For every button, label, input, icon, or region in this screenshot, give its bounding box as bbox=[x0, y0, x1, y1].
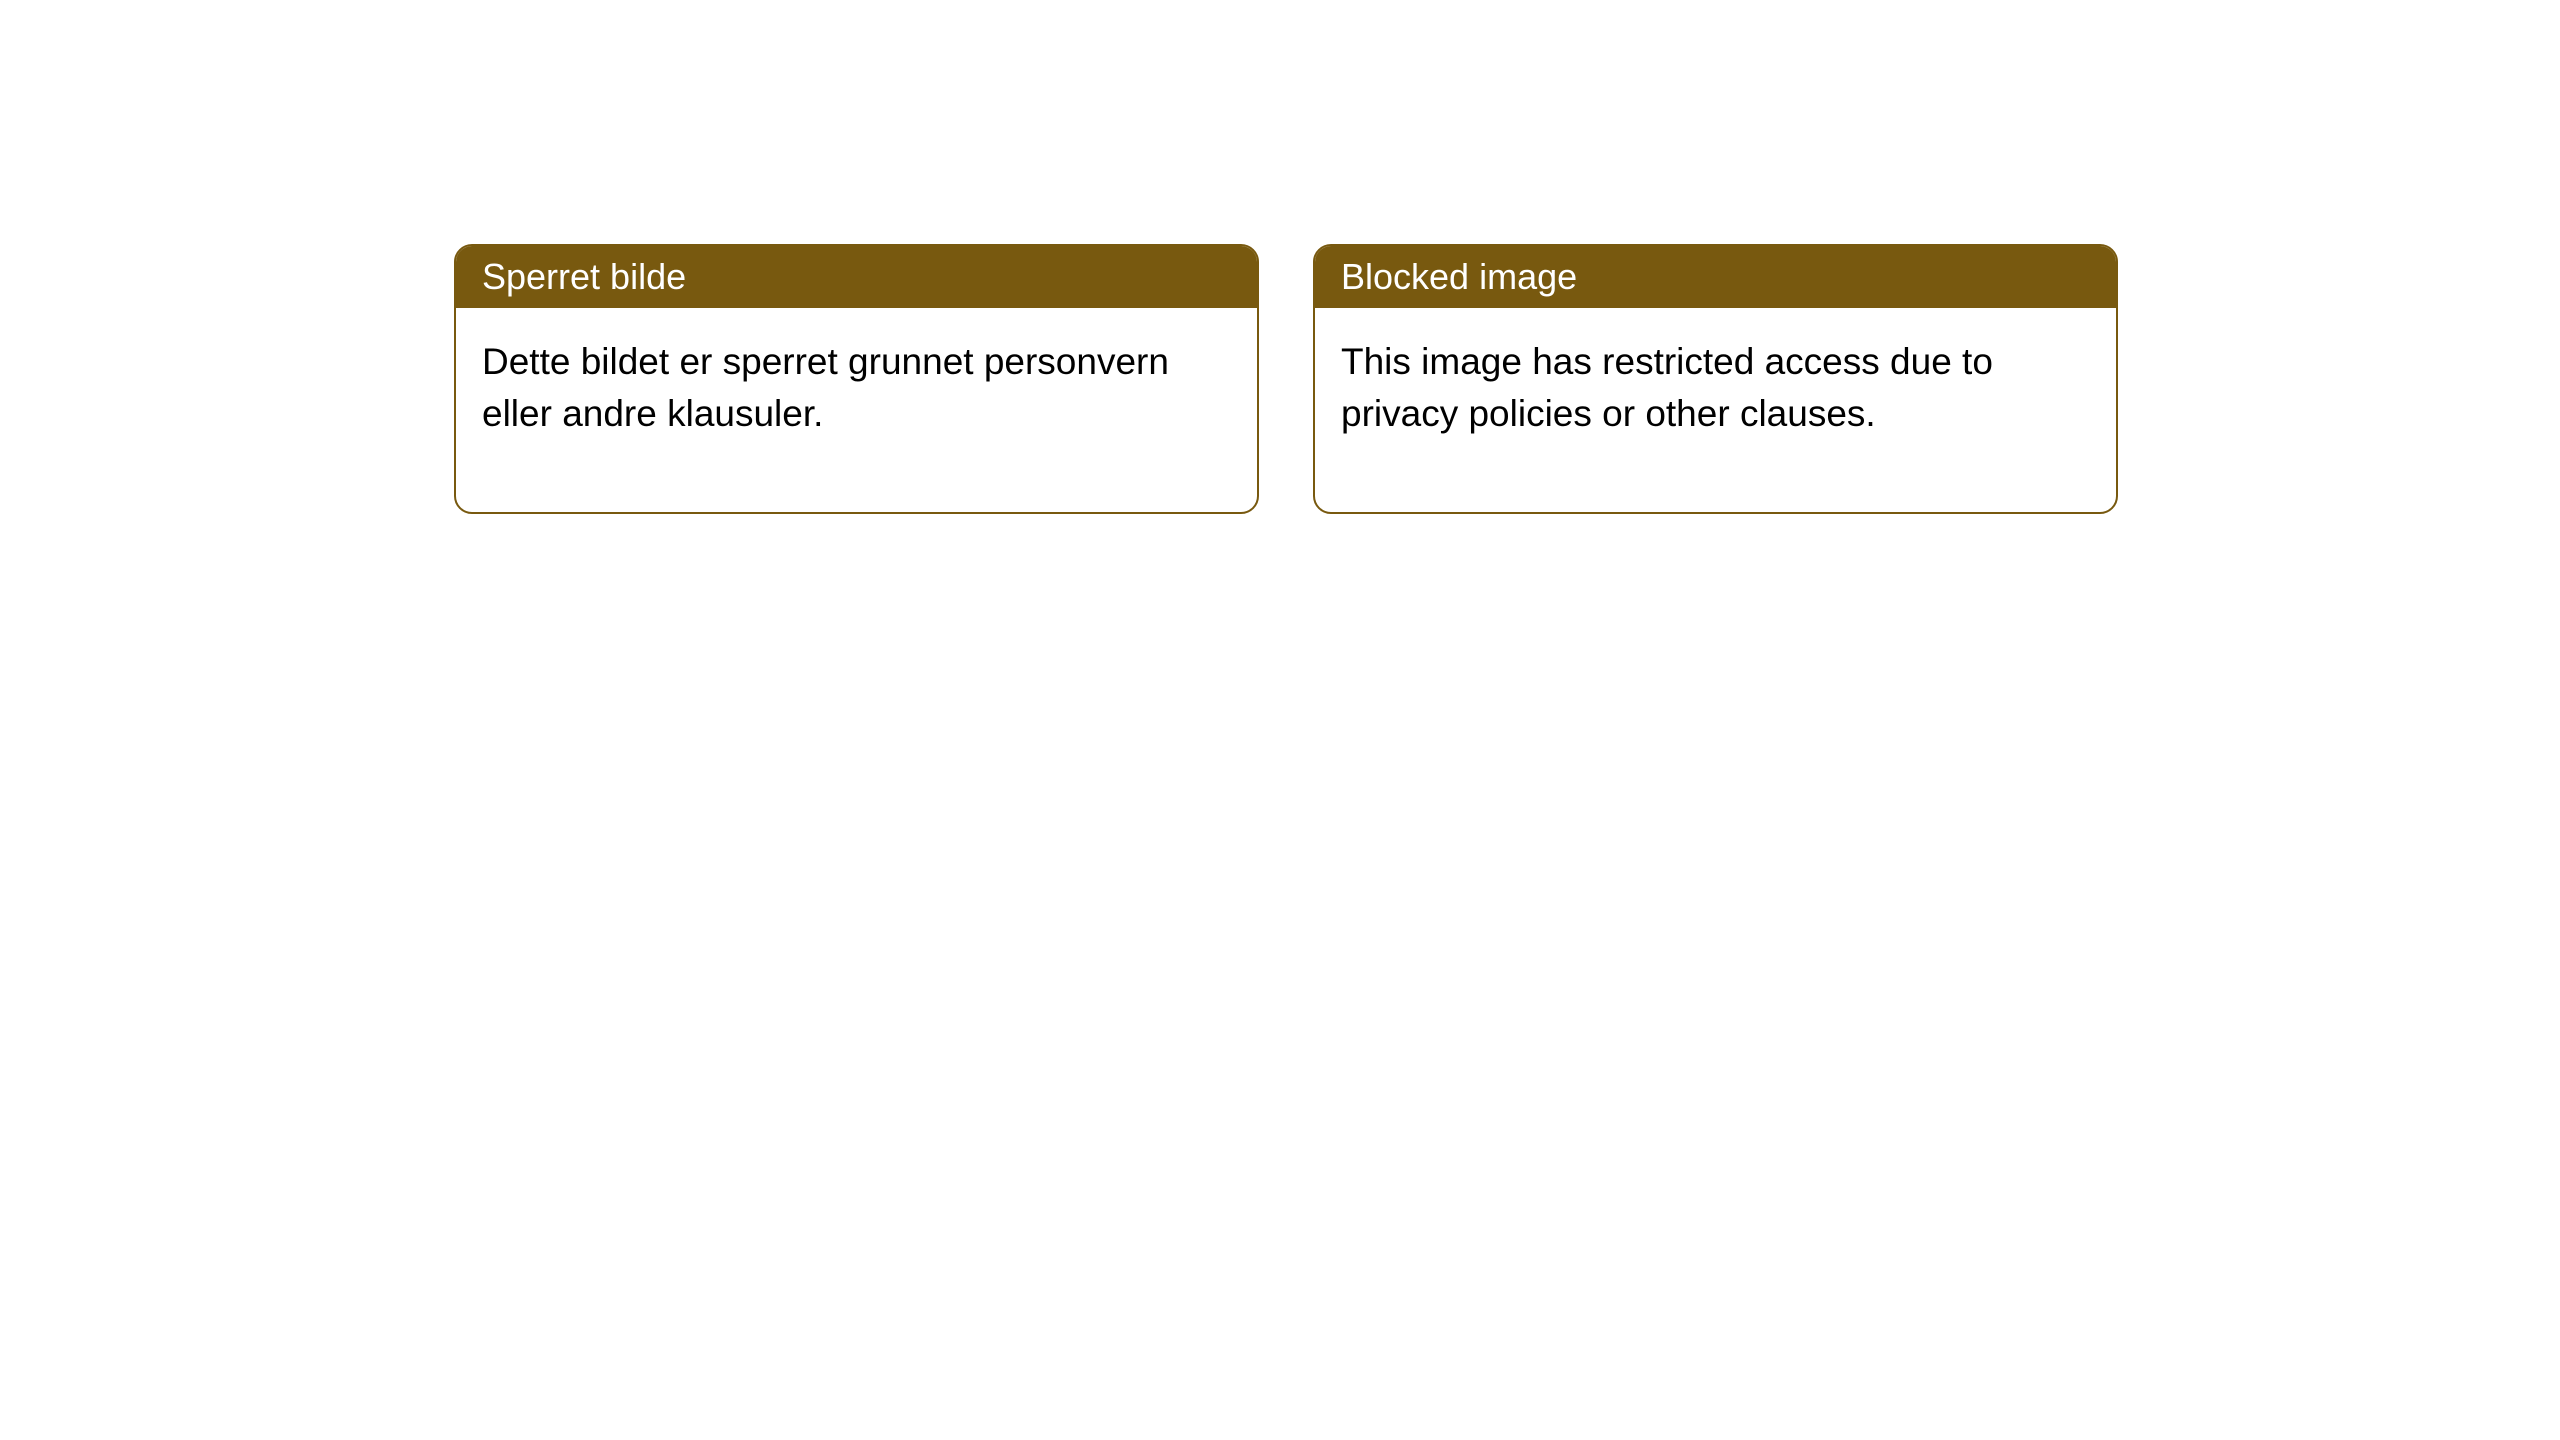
card-title-norwegian: Sperret bilde bbox=[482, 256, 686, 297]
card-body-english: This image has restricted access due to … bbox=[1315, 308, 2116, 512]
card-body-norwegian: Dette bildet er sperret grunnet personve… bbox=[456, 308, 1257, 512]
card-title-english: Blocked image bbox=[1341, 256, 1577, 297]
card-header-english: Blocked image bbox=[1315, 246, 2116, 308]
card-norwegian: Sperret bilde Dette bildet er sperret gr… bbox=[454, 244, 1259, 514]
card-text-norwegian: Dette bildet er sperret grunnet personve… bbox=[482, 341, 1169, 434]
blocked-image-cards: Sperret bilde Dette bildet er sperret gr… bbox=[454, 244, 2118, 514]
card-header-norwegian: Sperret bilde bbox=[456, 246, 1257, 308]
card-text-english: This image has restricted access due to … bbox=[1341, 341, 1993, 434]
card-english: Blocked image This image has restricted … bbox=[1313, 244, 2118, 514]
